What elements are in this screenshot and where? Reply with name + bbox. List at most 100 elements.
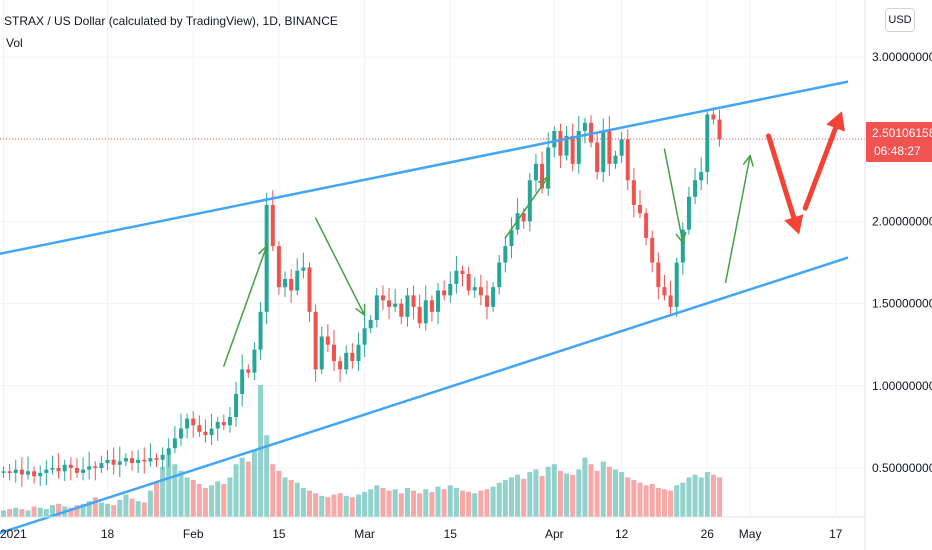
candle-body (19, 469, 24, 475)
candle-body (130, 458, 135, 464)
volume-bar (594, 470, 600, 517)
candle-body (393, 303, 398, 307)
candle-body (399, 303, 404, 317)
candle-body (656, 262, 661, 288)
candle-body (417, 306, 422, 324)
candle-body (301, 267, 306, 271)
volume-bar (129, 498, 135, 517)
volume-bar (576, 469, 582, 517)
volume-bar (631, 480, 637, 517)
volume-bar (600, 461, 606, 517)
candle-body (215, 421, 220, 429)
volume-bar (398, 493, 404, 517)
volume-bar (478, 490, 484, 517)
volume-bar (43, 509, 49, 517)
candle-body (411, 295, 416, 307)
candle-body (429, 300, 434, 312)
arrow-head (355, 303, 366, 317)
candle-body (160, 454, 165, 460)
candle-body (380, 295, 385, 301)
candle-body (148, 458, 153, 462)
candle-body (607, 130, 612, 164)
volume-bar (227, 477, 233, 517)
volume-bar (643, 485, 649, 517)
volume-bar (19, 509, 25, 517)
candle-body (374, 295, 379, 321)
volume-bar (184, 477, 190, 517)
candle-body (674, 262, 679, 307)
volume-bar (362, 491, 368, 517)
candle-body (197, 425, 202, 432)
volume-bar (258, 385, 264, 517)
chart-title: STRAX / US Dollar (calculated by Trading… (4, 14, 338, 28)
candle-body (521, 213, 526, 222)
volume-bar (245, 461, 251, 517)
candle-body (295, 270, 300, 291)
candle-body (711, 114, 716, 120)
y-tick-label: 2.00000000 (872, 214, 932, 228)
volume-bar (447, 485, 453, 517)
candle-body (93, 466, 98, 468)
volume-bar (307, 490, 312, 517)
volume-bar (68, 507, 74, 517)
volume-bar (527, 472, 533, 517)
candle-body (234, 394, 239, 418)
volume-bar (453, 487, 459, 517)
arrow-head (742, 153, 754, 167)
last-price-value: 2.50106158 (872, 126, 932, 140)
volume-bar (319, 495, 325, 517)
x-tick-label: 15 (272, 527, 286, 541)
annotation-arrow (504, 176, 549, 239)
volume-bar (147, 490, 153, 517)
candle-body (558, 130, 563, 156)
y-tick-label: 1.00000000 (872, 379, 932, 393)
candle-body (362, 328, 367, 345)
volume-bar (423, 489, 429, 517)
volume-bar (294, 482, 300, 517)
candle-body (276, 246, 281, 288)
volume-bar (411, 490, 417, 517)
candle-body (509, 229, 514, 247)
volume-bar (98, 502, 104, 517)
x-tick-label: Feb (183, 527, 204, 541)
volume-bar (160, 466, 166, 517)
candle-body (546, 147, 551, 189)
annotation-arrow (724, 154, 751, 283)
volume-bar (564, 473, 570, 517)
candle-body (472, 287, 477, 291)
candle-body (44, 469, 49, 473)
volume-bar (80, 503, 86, 517)
currency-button[interactable]: USD (885, 8, 915, 32)
volume-bar (209, 485, 215, 517)
candle-body (705, 114, 710, 173)
candle-body (686, 196, 691, 230)
candle-body (387, 300, 392, 307)
y-tick-label: 0.50000000 (872, 461, 932, 475)
volume-bar (123, 494, 129, 517)
volume-bar (374, 485, 380, 517)
x-tick-label: 2021 (0, 527, 27, 541)
candle-body (185, 418, 190, 429)
candle-body (448, 283, 453, 296)
volume-bar (172, 464, 178, 517)
candle-body (533, 163, 538, 181)
volume-bar (484, 489, 490, 517)
candle-body (56, 468, 61, 472)
candle-body (38, 472, 43, 477)
candle-body (270, 204, 275, 247)
volume-bar (460, 490, 465, 517)
candle-body (289, 278, 294, 291)
volume-bar (325, 497, 331, 517)
candle-body (325, 336, 330, 345)
candle-body (87, 466, 92, 470)
volume-bar (349, 497, 355, 517)
candle-body (227, 417, 232, 426)
candle-body (172, 438, 177, 449)
volume-bar (710, 474, 716, 517)
candle-body (717, 119, 722, 140)
volume-indicator-label[interactable]: Vol (6, 36, 23, 50)
volume-bar (111, 505, 117, 517)
volume-bar (264, 435, 270, 517)
candle-body (601, 130, 606, 173)
